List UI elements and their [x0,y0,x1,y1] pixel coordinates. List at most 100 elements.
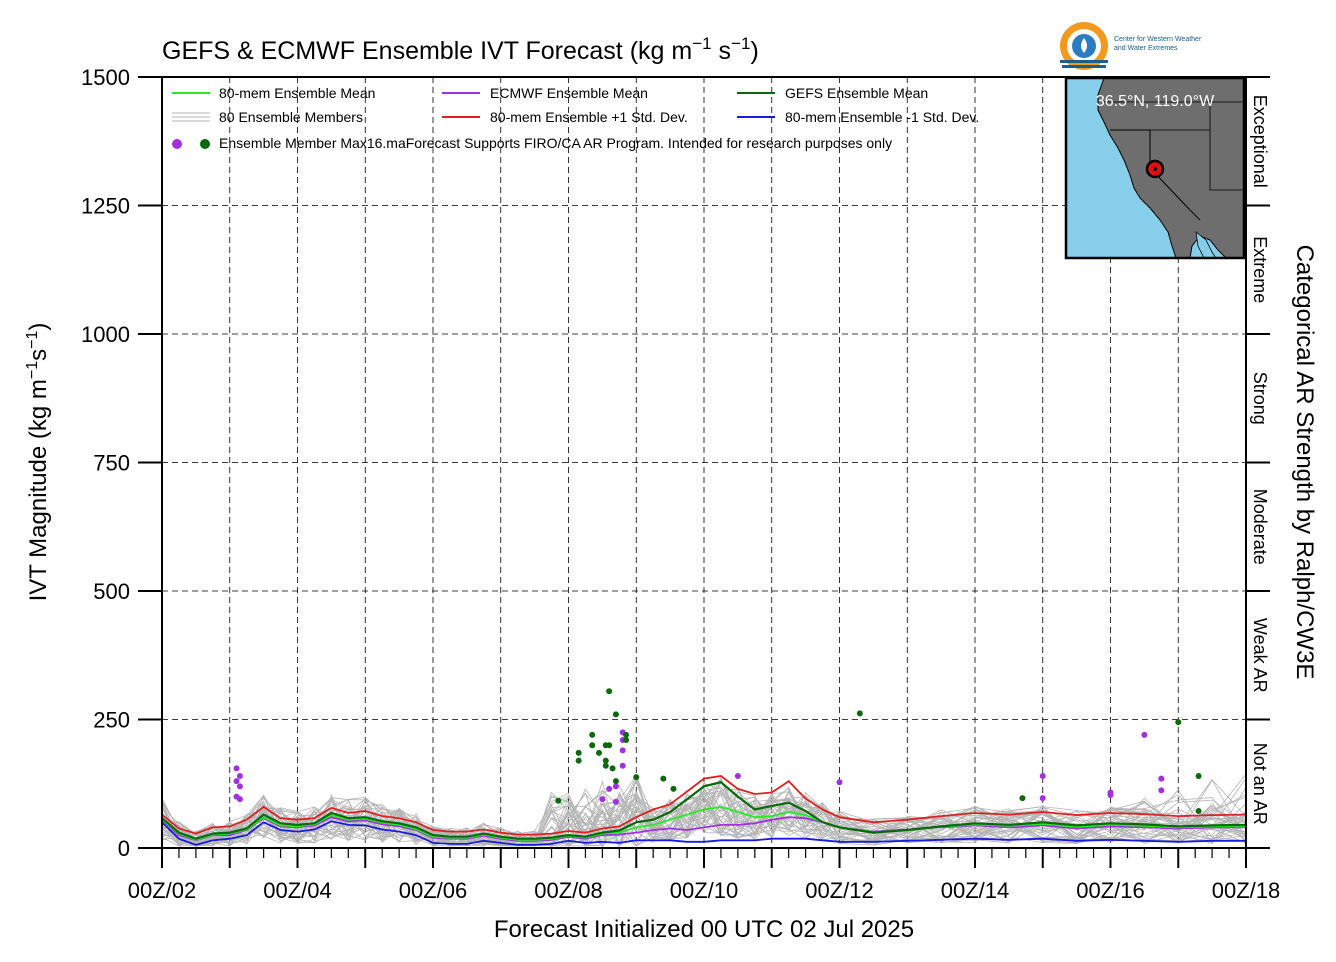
ecmwf-max-dot [734,773,741,780]
x-tick-label: 00Z/06 [399,878,468,903]
water-drop-icon [1081,38,1087,53]
legend-members: 80 Ensemble Members [219,109,363,125]
ecmwf-max-dot [606,785,613,792]
logo-wave [1062,65,1106,68]
right-axis-label: Categorical AR Strength by Ralph/CW3E [1291,245,1318,680]
y-axis-ticks: 0 250 500 750 1000 1250 1500 [81,65,162,861]
gefs-max-dot [623,737,630,744]
ecmwf-max-dot [1039,795,1046,802]
map-location-label: 36.5°N, 119.0°W [1096,93,1215,110]
gefs-max-dot [670,785,677,792]
ecmwf-max-dot [612,783,619,790]
map-frame [1064,76,1246,260]
y-tick-label: 1500 [81,65,130,90]
y-tick-label: 500 [93,579,130,604]
gefs-max-dot [623,731,630,738]
x-tick-label: 00Z/08 [534,878,603,903]
gefs-max-dot [589,742,596,749]
logo-wave [1060,60,1108,63]
legend-ens-mean: 80-mem Ensemble Mean [219,85,375,101]
series-minus-std [161,820,1246,846]
category-label: Exceptional [1250,95,1270,188]
x-tick-label: 00Z/02 [128,878,197,903]
gefs-max-dot [555,797,562,804]
ecmwf-max-dot [236,796,243,803]
x-tick-label: 00Z/04 [263,878,332,903]
gefs-max-dot [660,775,667,782]
y-tick-label: 750 [93,451,130,476]
ecmwf-max-dot [236,783,243,790]
ecmwf-max-dot [619,762,626,769]
legend-minus-std: 80-mem Ensemble -1 Std. Dev. [785,109,979,125]
legend: 80-mem Ensemble Mean 80 Ensemble Members… [172,85,979,151]
location-marker-center [1153,167,1157,171]
y-tick-label: 0 [118,836,130,861]
ecmwf-max-dot [1039,773,1046,780]
map-land [1097,77,1245,259]
x-tick-label: 00Z/18 [1212,878,1281,903]
gefs-max-dot [609,765,616,772]
y-tick-label: 250 [93,708,130,733]
gefs-max-dot [856,710,863,717]
ensemble-member-line [161,784,1247,847]
category-label: Extreme [1250,236,1270,303]
member-max-dots [233,688,1202,814]
gefs-max-dot [595,749,602,756]
gefs-max-dot [612,711,619,718]
ecmwf-max-dot [1158,775,1165,782]
series-lines [161,775,1247,846]
ar-category-axis: Not an AR Weak AR Moderate Strong Extreme Exc… [1246,76,1270,849]
gefs-max-dot [575,757,582,764]
legend-max-note: Ensemble Member Max16.maForecast Support… [219,135,892,151]
x-tick-label: 00Z/14 [941,878,1010,903]
legend-dot-gefs [200,139,210,149]
ecmwf-max-dot [612,798,619,805]
gefs-max-dot [1019,795,1026,802]
gefs-max-dot [1175,719,1182,726]
cw3e-logo: Center for Western Weather and Water Ext… [1060,22,1202,70]
y-axis-label: IVT Magnitude (kg m−1s−1) [24,323,52,602]
ecmwf-max-dot [1107,792,1114,799]
gefs-max-dot [1195,773,1202,780]
gefs-max-dot [633,774,640,781]
ecmwf-max-dot [599,796,606,803]
ecmwf-max-dot [836,779,843,786]
map-state-border [1150,100,1244,191]
series-gefs-mean [161,780,1247,840]
gefs-max-dot [612,778,619,785]
ensemble-member-line [161,779,1247,847]
x-axis-ticks: 00Z/02 00Z/04 00Z/06 00Z/08 00Z/10 00Z/12 00Z/… [128,848,1281,903]
x-tick-label: 00Z/16 [1076,878,1145,903]
ecmwf-max-dot [233,778,240,785]
gefs-max-dot [602,762,609,769]
series-plus-std [161,775,1247,836]
category-label: Strong [1250,372,1270,425]
category-label: Not an AR [1250,743,1270,825]
x-axis-label: Forecast Initialized 00 UTC 02 Jul 2025 [494,916,914,943]
gefs-max-dot [606,742,613,749]
ecmwf-max-dot [619,747,626,754]
gefs-max-dot [602,757,609,764]
legend-gefs-mean: GEFS Ensemble Mean [785,85,928,101]
gefs-max-dot [1195,807,1202,814]
category-label: Weak AR [1250,618,1270,693]
x-tick-label: 00Z/12 [805,878,874,903]
gefs-max-dot [575,749,582,756]
y-tick-label: 1250 [81,194,130,219]
legend-plus-std: 80-mem Ensemble +1 Std. Dev. [490,109,688,125]
gefs-max-dot [606,688,613,695]
ensemble-member-line [161,792,1247,847]
ecmwf-max-dot [233,765,240,772]
logo-text-2: and Water Extremes [1114,45,1178,52]
chart-title: GEFS & ECMWF Ensemble IVT Forecast (kg m… [162,34,759,65]
category-label: Moderate [1250,489,1270,565]
x-tick-label: 00Z/10 [670,878,739,903]
y-tick-label: 1000 [81,322,130,347]
logo-text-1: Center for Western Weather [1114,36,1202,43]
legend-dot-ecmwf [172,139,182,149]
ecmwf-max-dot [236,773,243,780]
location-inset-map: 36.5°N, 119.0°W [1064,76,1246,260]
legend-ecmwf-mean: ECMWF Ensemble Mean [490,85,648,101]
ecmwf-max-dot [1141,731,1148,738]
